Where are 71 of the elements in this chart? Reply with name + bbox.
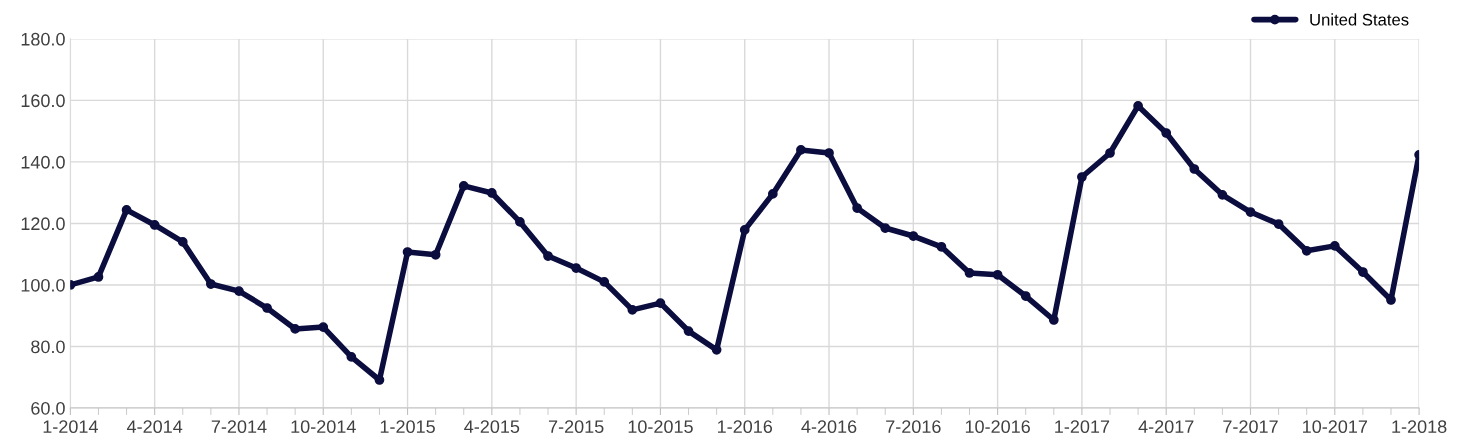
point	[93, 272, 104, 282]
point	[318, 322, 329, 332]
x-tick-label: 4-2014	[126, 420, 183, 434]
point	[796, 145, 806, 155]
x-tick-label: 4-2015	[464, 420, 520, 434]
point	[205, 279, 216, 289]
point	[767, 189, 778, 199]
x-tick-label: 7-2015	[548, 420, 604, 434]
point	[1077, 172, 1087, 182]
point	[1020, 291, 1031, 301]
x-tick-label: 10-2017	[1303, 420, 1368, 434]
point	[683, 326, 694, 336]
point	[1301, 245, 1312, 256]
x-tick-label: 1-2018	[1392, 420, 1447, 434]
x-tick-label: 10-2015	[628, 420, 693, 434]
point	[149, 220, 160, 230]
x-tick-label: 7-2014	[211, 420, 267, 434]
y-tick-label: 140.0	[21, 155, 65, 169]
point	[177, 237, 188, 247]
point	[824, 148, 834, 158]
point	[1245, 207, 1256, 217]
y-tick-label: 120.0	[21, 217, 65, 231]
point	[1189, 164, 1200, 174]
point	[627, 304, 638, 315]
point	[908, 231, 919, 241]
point	[936, 241, 947, 252]
y-tick-label: 160.0	[21, 94, 65, 108]
point	[571, 263, 581, 273]
x-tick-label: 7-2016	[886, 420, 941, 434]
point	[234, 286, 244, 296]
legend-label: United States	[1310, 13, 1409, 26]
x-tick-label: 4-2017	[1138, 420, 1194, 434]
point	[1217, 189, 1228, 200]
point	[290, 324, 301, 334]
y-tick-label: 80.0	[31, 340, 65, 354]
point	[1273, 219, 1284, 229]
x-tick-label: 1-2016	[718, 420, 773, 434]
x-tick-label: 10-2014	[291, 420, 356, 434]
point	[992, 269, 1003, 280]
point	[1105, 148, 1115, 158]
point	[346, 352, 357, 362]
point	[1358, 267, 1368, 277]
point	[655, 298, 666, 308]
point	[1161, 128, 1172, 138]
point	[880, 223, 891, 233]
point	[458, 181, 469, 191]
y-tick-label: 100.0	[21, 278, 65, 292]
point	[402, 247, 413, 257]
point	[515, 217, 525, 227]
point	[486, 188, 497, 198]
point	[599, 277, 610, 287]
point	[739, 225, 750, 235]
y-tick-label: 180.0	[21, 32, 65, 46]
x-tick-label: 1-2015	[380, 420, 435, 434]
point	[1386, 295, 1396, 305]
x-tick-label: 4-2016	[801, 420, 857, 434]
point	[374, 375, 385, 385]
point	[964, 268, 975, 278]
point	[1048, 315, 1059, 325]
point	[1329, 241, 1340, 251]
point	[543, 251, 553, 261]
point	[262, 303, 272, 313]
point	[121, 205, 132, 215]
x-tick-label: 1-2014	[43, 420, 98, 434]
point	[1133, 101, 1143, 111]
point	[430, 249, 441, 260]
x-tick-label: 1-2017	[1055, 420, 1110, 434]
x-tick-label: 7-2017	[1223, 420, 1278, 434]
point	[852, 203, 862, 213]
x-tick-label: 10-2016	[965, 420, 1030, 434]
y-tick-label: 60.0	[31, 401, 65, 415]
